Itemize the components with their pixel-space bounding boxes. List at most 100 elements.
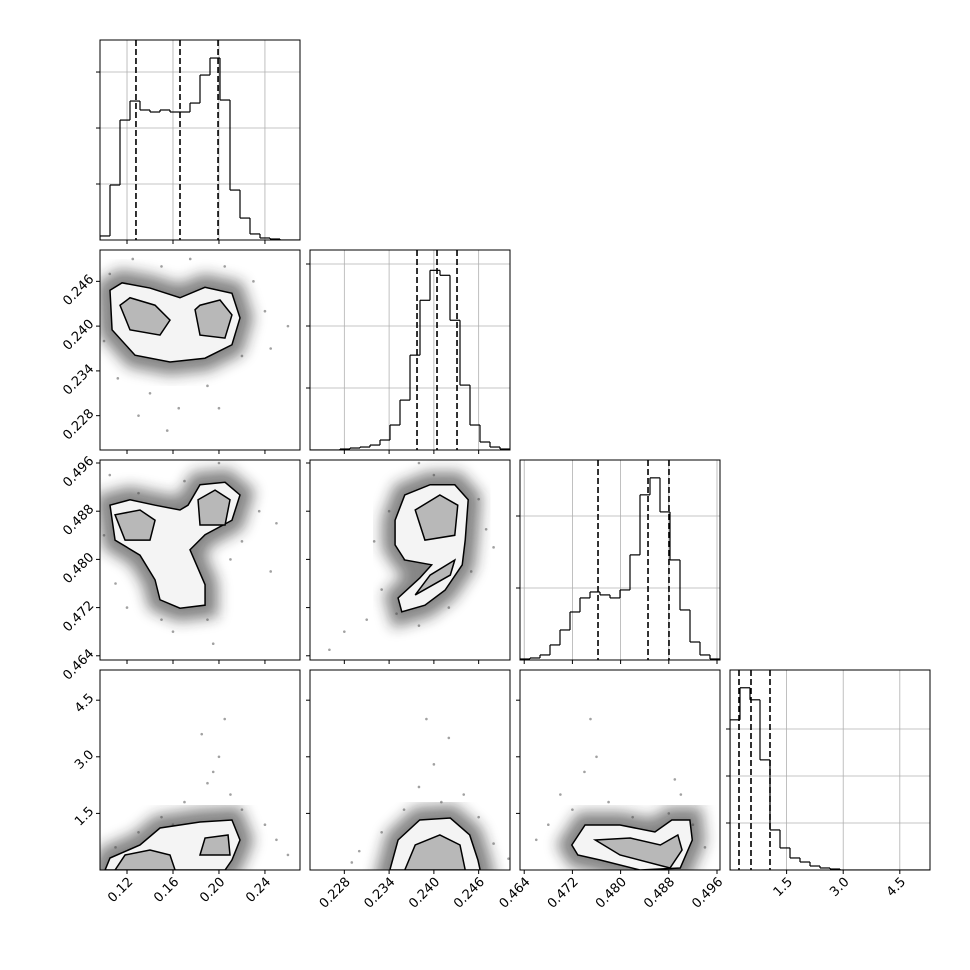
- x-tick-label: 0.240: [406, 875, 443, 912]
- sample-point: [387, 509, 391, 513]
- sample-point: [447, 736, 451, 740]
- sample-point: [534, 838, 538, 842]
- y-tick-label: 1.5: [72, 804, 97, 829]
- contour: [414, 558, 457, 596]
- contour: [114, 509, 156, 541]
- sample-point: [607, 800, 610, 804]
- sample-point: [492, 546, 495, 549]
- sample-point: [417, 624, 421, 627]
- sample-point: [286, 324, 290, 328]
- sample-point: [257, 509, 261, 513]
- sample-point: [240, 354, 244, 358]
- panel: 0.464 0.472 0.480 0.488 0.496: [60, 454, 301, 683]
- sample-point: [380, 830, 383, 834]
- sample-point: [703, 846, 707, 849]
- panel-content: [350, 717, 510, 870]
- y-tick-label: 0.464: [60, 646, 97, 683]
- y-tick-label: 0.246: [60, 272, 97, 309]
- panel-frame: [99, 249, 301, 451]
- sample-point: [583, 770, 586, 774]
- contour: [194, 299, 233, 339]
- sample-point: [447, 606, 451, 609]
- sample-point: [269, 347, 272, 350]
- sample-point: [211, 642, 215, 646]
- sample-point: [223, 717, 227, 721]
- sample-point: [137, 414, 140, 417]
- panel-frame: [729, 669, 931, 871]
- sample-point: [673, 778, 677, 781]
- x-tick-label: 0.24: [243, 875, 274, 906]
- sample-point: [286, 853, 290, 857]
- sample-point: [275, 521, 278, 525]
- x-tick-label: 0.16: [151, 875, 182, 906]
- sample-point: [432, 473, 436, 477]
- sample-point: [188, 257, 192, 261]
- sample-point: [108, 272, 112, 276]
- sample-point: [263, 309, 267, 313]
- sample-point: [229, 558, 232, 561]
- sample-point: [183, 800, 186, 804]
- y-tick-label: 0.228: [60, 406, 97, 443]
- sample-point: [402, 808, 406, 811]
- sample-point: [462, 793, 466, 796]
- sample-point: [469, 570, 473, 573]
- sample-point: [206, 618, 209, 621]
- sample-point: [631, 815, 634, 819]
- sample-point: [275, 838, 278, 842]
- sample-point: [328, 648, 331, 652]
- sample-point: [114, 582, 117, 585]
- panel-content: [310, 250, 510, 450]
- sample-point: [217, 406, 221, 410]
- sample-point: [240, 808, 244, 811]
- sample-point: [492, 842, 495, 845]
- x-tick-label: 0.480: [593, 875, 630, 912]
- sample-point: [252, 280, 255, 283]
- x-tick-label: 0.488: [641, 875, 678, 912]
- sample-point: [223, 265, 227, 268]
- contour: [114, 849, 176, 870]
- sample-point: [108, 473, 112, 477]
- sample-point: [165, 429, 169, 432]
- panel-content: [730, 670, 930, 870]
- y-tick-label: 0.234: [60, 362, 97, 399]
- sample-point: [160, 815, 163, 819]
- sample-point: [137, 830, 140, 834]
- x-tick-label: 1.5: [771, 875, 796, 900]
- panel-frame: [309, 669, 511, 871]
- y-tick-label: 0.472: [60, 598, 97, 635]
- sample-point: [206, 384, 209, 388]
- contour: [592, 833, 683, 869]
- panel-frame: [309, 249, 511, 451]
- x-tick-label: 0.496: [689, 875, 726, 912]
- sample-point: [116, 377, 120, 380]
- sample-point: [595, 755, 598, 759]
- sample-point: [667, 812, 671, 815]
- x-tick-label: 4.5: [884, 875, 909, 900]
- contour: [198, 834, 231, 856]
- sample-point: [507, 857, 510, 860]
- panel-frame: [99, 669, 301, 871]
- y-tick-label: 0.240: [60, 317, 97, 354]
- y-tick-label: 4.5: [72, 691, 97, 716]
- panel-content: [100, 461, 278, 646]
- panel-frame: [99, 39, 301, 241]
- sample-point: [477, 815, 480, 819]
- sample-point: [432, 763, 436, 766]
- x-tick-label: 0.246: [451, 875, 488, 912]
- contour: [119, 296, 171, 336]
- sample-point: [477, 497, 480, 501]
- sample-point: [372, 540, 376, 543]
- x-tick-label: 3.0: [827, 875, 852, 900]
- sample-point: [691, 823, 695, 827]
- sample-point: [365, 618, 369, 621]
- sample-point: [589, 717, 592, 721]
- panel: 0.464 0.472 0.480 0.488 0.496: [497, 669, 726, 912]
- x-tick-label: 0.20: [197, 875, 228, 906]
- x-tick-label: 0.234: [361, 875, 398, 912]
- sample-point: [217, 755, 221, 759]
- sample-point: [160, 618, 163, 621]
- panel-content: [534, 717, 707, 870]
- y-tick-label: 0.488: [60, 502, 97, 539]
- panel: [306, 459, 511, 664]
